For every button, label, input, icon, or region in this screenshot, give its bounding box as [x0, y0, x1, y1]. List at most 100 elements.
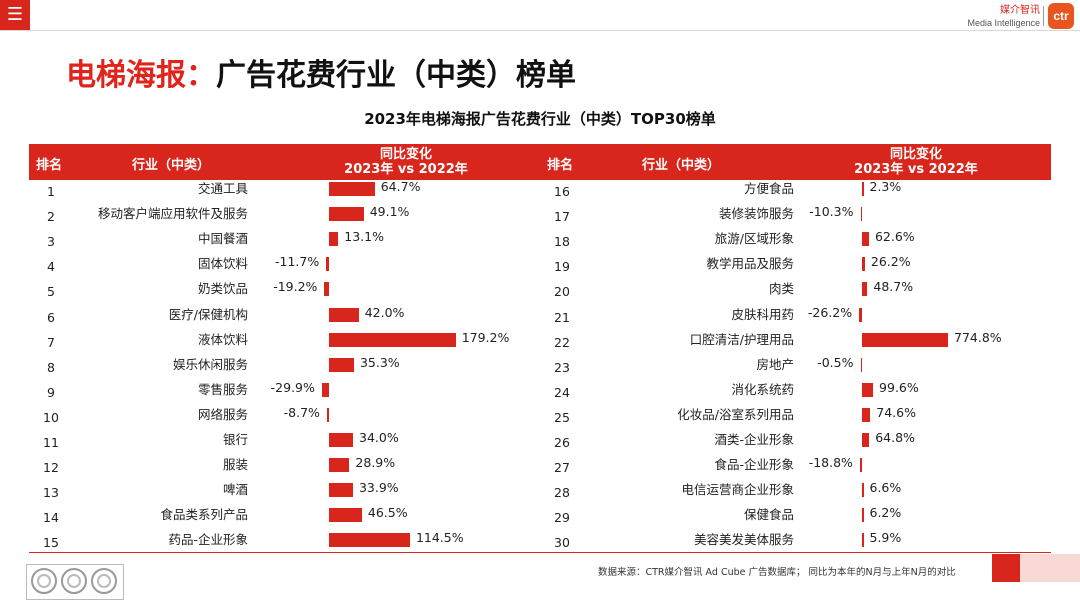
industry-cell: 网络服务 — [197, 406, 248, 422]
industry-cell: 医疗/保健机构 — [168, 306, 248, 322]
industry-cell: 化妆品/浴室系列用品 — [677, 406, 794, 422]
change-value-label: -11.7% — [274, 254, 320, 270]
industry-cell: 固体饮料 — [197, 256, 248, 272]
rank-cell: 8 — [47, 359, 55, 375]
certification-badges — [26, 564, 124, 600]
chart-title: 2023年电梯海报广告花费行业（中类）TOP30榜单 — [364, 110, 716, 128]
change-bar — [862, 332, 948, 347]
corner-accent-pink — [1020, 554, 1080, 582]
industry-cell: 药品-企业形象 — [168, 532, 248, 548]
certification-badge-icon — [31, 568, 57, 594]
change-bar — [329, 307, 359, 322]
data-source-note: 数据来源：CTR媒介智讯 Ad Cube 广告数据库； 同比为本年的N月与上年N… — [598, 567, 956, 578]
header-change-left-line2: 2023年 vs 2022年 — [344, 162, 468, 177]
header-change-right-line1: 同比变化 — [889, 147, 942, 162]
change-bar — [862, 257, 865, 272]
change-bar — [329, 433, 354, 447]
change-value-label: 6.6% — [869, 480, 902, 496]
change-bar — [321, 382, 329, 397]
change-value-label: -29.9% — [270, 379, 315, 395]
rank-cell: 24 — [554, 384, 570, 400]
change-value-label: 62.6% — [874, 229, 915, 245]
industry-cell: 美容美发美体服务 — [693, 532, 794, 548]
rank-cell: 1 — [47, 184, 55, 199]
industry-cell: 装修装饰服务 — [718, 206, 794, 222]
header-rank-left: 排名 — [36, 158, 63, 173]
change-bar — [326, 257, 329, 272]
change-bar — [862, 182, 864, 196]
change-bar — [862, 508, 864, 523]
change-value-label: 5.9% — [869, 530, 902, 546]
industry-cell: 液体饮料 — [197, 331, 248, 347]
header-change-right: 同比变化 2023年 vs 2022年 — [846, 147, 986, 177]
change-value-label: 42.0% — [364, 304, 405, 320]
industry-cell: 奶类饮品 — [197, 281, 248, 297]
change-bar — [862, 433, 870, 447]
rank-cell: 13 — [43, 485, 59, 501]
change-bar — [862, 533, 864, 548]
change-value-label: -8.7% — [283, 404, 320, 420]
brand-text: 媒介智讯 Media Intelligence — [967, 5, 1040, 29]
change-value-label: -0.5% — [817, 354, 854, 370]
industry-cell: 旅游/区域形象 — [714, 231, 794, 247]
change-value-label: 114.5% — [415, 530, 464, 546]
header-rank-right: 排名 — [547, 158, 574, 173]
change-value-label: 48.7% — [873, 279, 914, 295]
industry-cell: 食品-企业形象 — [714, 457, 794, 473]
industry-cell: 教学用品及服务 — [706, 256, 794, 272]
change-bar — [324, 282, 329, 297]
change-bar — [329, 232, 339, 247]
change-bar — [329, 207, 364, 222]
industry-cell: 消化系统药 — [731, 381, 794, 397]
header-change-left-line1: 同比变化 — [379, 147, 432, 162]
industry-cell: 娱乐休闲服务 — [172, 356, 248, 372]
change-bar — [329, 533, 410, 548]
rank-cell: 21 — [554, 309, 570, 325]
rank-cell: 5 — [47, 284, 55, 300]
change-bar — [862, 382, 874, 397]
change-value-label: 13.1% — [344, 229, 384, 245]
menu-icon[interactable]: ☰ — [0, 0, 30, 30]
top-bar: ☰ 媒介智讯 Media Intelligence ctr — [0, 0, 1080, 31]
change-bar — [860, 357, 862, 372]
change-value-label: 64.7% — [380, 179, 421, 194]
industry-cell: 方便食品 — [743, 181, 794, 196]
industry-cell: 服装 — [222, 457, 248, 473]
change-bar — [862, 232, 869, 247]
change-bar — [329, 508, 362, 523]
change-value-label: 6.2% — [869, 505, 902, 521]
change-bar — [860, 207, 862, 222]
rank-cell: 23 — [554, 359, 570, 375]
rank-cell: 12 — [43, 460, 59, 476]
rank-cell: 29 — [554, 510, 570, 526]
rank-cell: 11 — [43, 435, 59, 450]
change-bar — [329, 357, 354, 372]
corner-accent-red — [992, 554, 1020, 582]
change-value-label: 74.6% — [876, 404, 916, 420]
industry-cell: 电信运营商企业形象 — [681, 482, 794, 498]
rank-cell: 7 — [47, 334, 55, 350]
change-bar — [862, 407, 871, 422]
change-value-label: 28.9% — [355, 455, 396, 471]
change-value-label: 99.6% — [879, 379, 919, 395]
rank-cell: 17 — [554, 209, 570, 225]
industry-cell: 肉类 — [768, 281, 794, 297]
industry-cell: 移动客户端应用软件及服务 — [97, 206, 248, 222]
rank-cell: 3 — [47, 234, 55, 250]
page-title-main: 广告花费行业（中类）榜单 — [216, 58, 576, 93]
change-value-label: 64.8% — [875, 430, 915, 445]
rank-cell: 16 — [554, 184, 570, 199]
change-value-label: 49.1% — [369, 204, 410, 220]
rank-cell: 6 — [47, 309, 55, 325]
page-title: 电梯海报：广告花费行业（中类）榜单 — [66, 50, 576, 94]
rank-cell: 19 — [554, 259, 570, 275]
rank-cell: 18 — [554, 234, 570, 250]
change-value-label: 179.2% — [461, 329, 510, 345]
industry-cell: 酒类-企业形象 — [714, 432, 794, 447]
change-value-label: 774.8% — [954, 329, 1002, 345]
change-bar — [859, 458, 862, 473]
rank-cell: 20 — [554, 284, 570, 300]
change-bar — [859, 307, 862, 322]
rank-cell: 27 — [554, 460, 570, 476]
brand-en: Media Intelligence — [967, 18, 1040, 28]
